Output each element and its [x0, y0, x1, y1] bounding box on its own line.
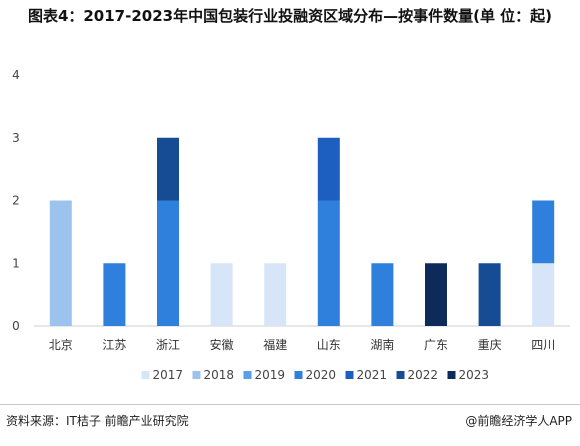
x-tick-label: 四川 [531, 338, 555, 352]
legend-label-2023: 2023 [459, 368, 490, 382]
credit-text: @前瞻经济学人APP [465, 414, 572, 428]
legend-label-2018: 2018 [204, 368, 235, 382]
x-tick-label: 福建 [263, 337, 287, 352]
legend-swatch-2018 [192, 371, 201, 379]
legend-label-2017: 2017 [153, 368, 184, 382]
bars [49, 137, 555, 326]
bar-segment-2018 [49, 200, 72, 326]
bar-segment-2017 [264, 263, 287, 326]
x-tick-label: 广东 [424, 338, 448, 352]
legend-label-2021: 2021 [357, 368, 388, 382]
bar-segment-2020 [157, 200, 179, 326]
footer-divider [0, 404, 580, 405]
x-tick-label: 重庆 [478, 338, 502, 352]
legend-label-2022: 2022 [408, 368, 439, 382]
legend-swatch-2022 [396, 371, 405, 379]
x-tick-label: 北京 [49, 338, 73, 352]
y-tick-label: 2 [12, 194, 20, 208]
y-tick-label: 3 [12, 131, 20, 145]
source-note: 资料来源：IT桔子 前瞻产业研究院 [6, 414, 189, 428]
legend-label-2019: 2019 [255, 368, 286, 382]
legend-swatch-2020 [294, 371, 303, 379]
legend-label-2020: 2020 [306, 368, 337, 382]
bar-segment-2022 [478, 263, 501, 326]
y-tick-label: 4 [12, 68, 20, 82]
legend-swatch-2017 [141, 371, 150, 379]
x-axis: 北京 江苏 浙江 安徽 福建 山东 湖南 广东 重庆 四川 [49, 337, 555, 352]
legend-swatch-2021 [345, 371, 354, 379]
legend-swatch-2023 [447, 371, 456, 379]
bar-segment-2020 [317, 200, 340, 326]
bar-segment-2023 [425, 263, 447, 326]
y-tick-label: 1 [12, 256, 20, 270]
legend-swatch-2019 [243, 371, 252, 379]
y-tick-label: 0 [12, 319, 20, 333]
bar-segment-2021 [317, 137, 340, 201]
bar-segment-2017 [532, 263, 555, 326]
chart-title: 图表4：2017-2023年中国包装行业投融资区域分布—按事件数量(单 位：起) [27, 7, 553, 25]
bar-segment-2020 [103, 263, 126, 326]
x-tick-label: 浙江 [156, 338, 180, 352]
bar-segment-2022 [157, 137, 179, 201]
x-tick-label: 安徽 [210, 337, 234, 352]
x-tick-label: 江苏 [102, 338, 126, 352]
legend: 2017 2018 2019 2020 2021 2022 2023 [141, 368, 490, 382]
bar-segment-2020 [532, 200, 555, 264]
bar-segment-2020 [371, 263, 394, 326]
y-axis: 0 1 2 3 4 [12, 68, 20, 333]
x-tick-label: 山东 [317, 338, 341, 352]
x-tick-label: 湖南 [370, 337, 394, 352]
bar-segment-2017 [210, 263, 233, 326]
